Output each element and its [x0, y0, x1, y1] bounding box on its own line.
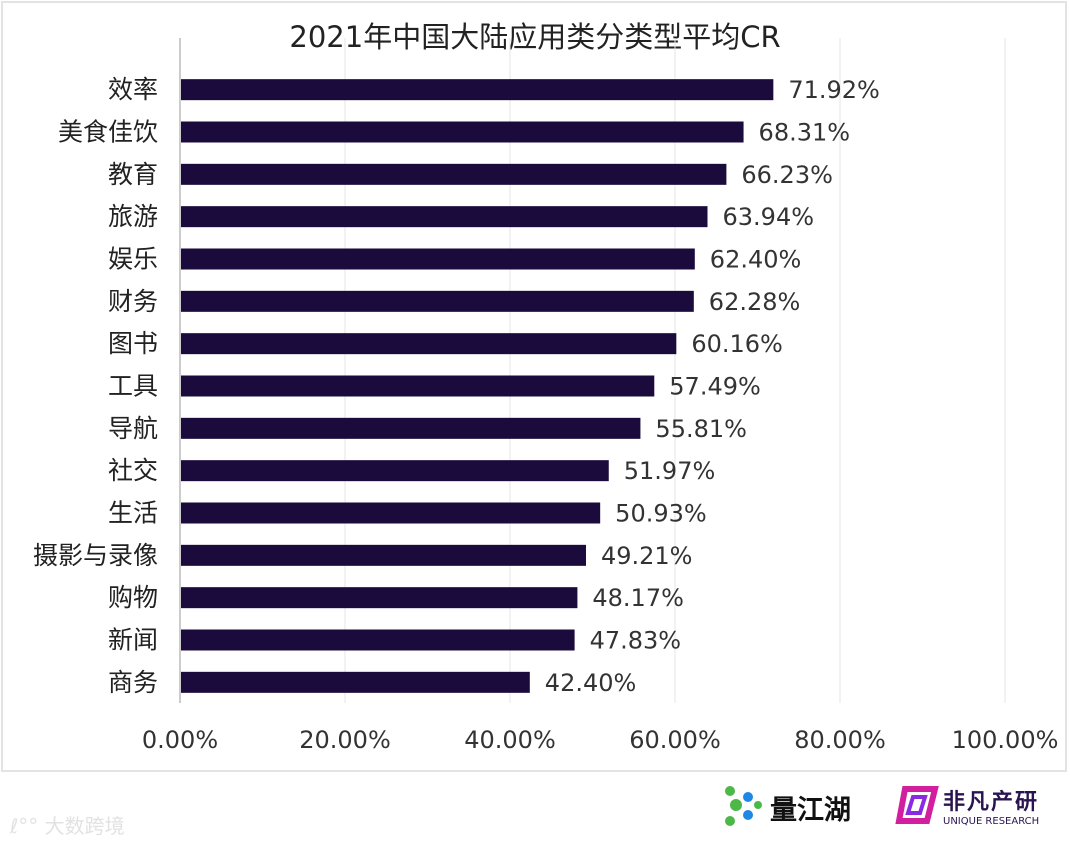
data-label: 51.97% — [624, 457, 716, 485]
x-tick-label: 100.00% — [952, 726, 1059, 754]
data-label: 48.17% — [592, 584, 684, 612]
data-label: 68.31% — [759, 119, 851, 147]
unique-research-logo-mark — [895, 786, 939, 824]
data-label: 63.94% — [723, 203, 815, 231]
data-label: 62.28% — [709, 288, 801, 316]
bar — [181, 206, 708, 228]
data-label: 47.83% — [590, 627, 682, 655]
y-category-label: 社交 — [108, 456, 158, 485]
x-tick-label: 0.00% — [142, 726, 218, 754]
y-category-label: 财务 — [108, 287, 158, 316]
y-category-label: 摄影与录像 — [33, 541, 158, 570]
y-category-label: 旅游 — [108, 202, 158, 231]
liangjianghu-logo-mark — [725, 786, 762, 826]
y-category-label: 图书 — [108, 329, 158, 358]
y-category-label: 生活 — [108, 499, 158, 528]
data-label: 66.23% — [741, 161, 833, 189]
x-tick-label: 60.00% — [629, 726, 721, 754]
bar — [181, 375, 655, 397]
bar — [181, 121, 744, 143]
bar — [181, 333, 677, 355]
data-label: 50.93% — [615, 500, 707, 528]
y-category-label: 新闻 — [108, 626, 158, 655]
liangjianghu-logo: 量江湖 — [722, 783, 851, 831]
bar — [181, 248, 695, 270]
bar — [181, 587, 578, 609]
chart-frame — [1, 1, 1067, 772]
x-tick-label: 20.00% — [299, 726, 391, 754]
y-category-label: 商务 — [108, 668, 158, 697]
x-tick-label: 80.00% — [794, 726, 886, 754]
chart-title: 2021年中国大陆应用类分类型平均CR — [289, 20, 781, 54]
bar — [181, 544, 586, 566]
y-category-label: 工具 — [108, 372, 158, 401]
data-label: 55.81% — [655, 415, 747, 443]
data-label: 42.40% — [545, 669, 637, 697]
bar — [181, 460, 609, 482]
watermark-icon: ℓ°° — [10, 814, 39, 838]
data-label: 49.21% — [601, 542, 693, 570]
bar — [181, 502, 601, 524]
bar — [181, 79, 774, 101]
y-category-label: 教育 — [108, 160, 158, 189]
unique-en-text: UNIQUE RESEARCH — [943, 815, 1040, 827]
x-tick-label: 40.00% — [464, 726, 556, 754]
bar — [181, 163, 727, 185]
liangjianghu-text: 量江湖 — [770, 794, 851, 826]
bar — [181, 290, 694, 312]
y-category-label: 导航 — [108, 414, 158, 443]
unique-research-logo: 非凡产研 UNIQUE RESEARCH — [895, 783, 1039, 827]
data-label: 62.40% — [710, 246, 802, 274]
unique-cn-text: 非凡产研 — [943, 789, 1040, 815]
y-category-label: 美食佳饮 — [58, 118, 158, 147]
data-label: 57.49% — [669, 373, 761, 401]
watermark: ℓ°° 大数跨境 — [10, 810, 125, 839]
data-label: 71.92% — [788, 76, 880, 104]
bar — [181, 417, 641, 439]
y-category-label: 效率 — [108, 75, 158, 104]
bar — [181, 629, 575, 651]
y-category-label: 购物 — [108, 583, 158, 612]
watermark-text: 大数跨境 — [44, 814, 125, 838]
data-label: 60.16% — [691, 330, 783, 358]
bar — [181, 671, 530, 693]
y-category-label: 娱乐 — [108, 245, 158, 274]
